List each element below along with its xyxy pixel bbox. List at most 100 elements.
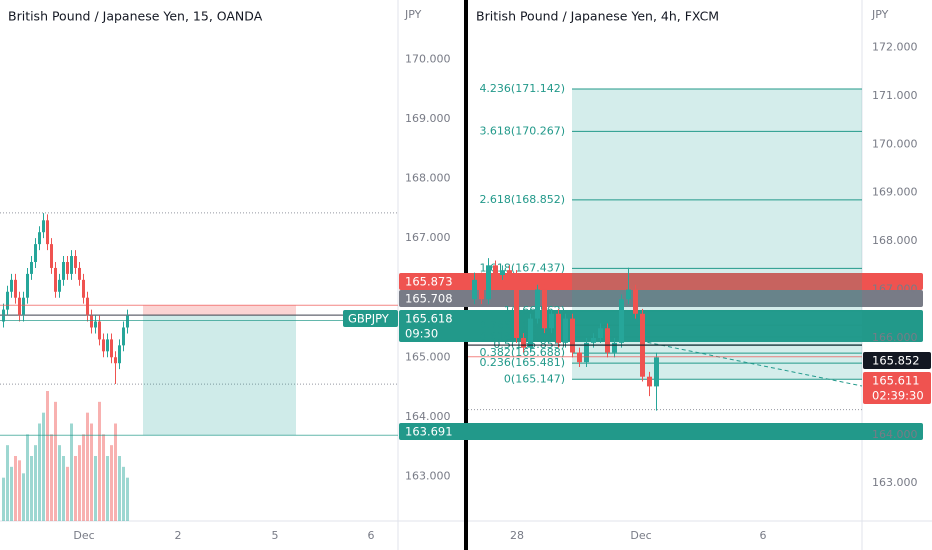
volume-bar [66, 466, 69, 521]
price-label-box [399, 273, 923, 290]
volume-bar [86, 412, 89, 521]
y-tick-label: 170.000 [872, 137, 918, 150]
candle-body [82, 279, 85, 298]
candle-body [30, 261, 33, 274]
candle-body [10, 279, 13, 292]
y-tick-label: 168.000 [872, 234, 918, 247]
candle-body [486, 265, 491, 300]
y-tick-label: 170.000 [405, 53, 451, 66]
y-tick-label: 165.000 [405, 350, 451, 363]
symbol-label: GBPJPY [348, 312, 390, 326]
volume-bar [102, 434, 105, 521]
candle-body [126, 315, 129, 328]
candle-body [54, 267, 57, 292]
candle-body [102, 339, 105, 352]
fib-label: 4.236(171.142) [479, 82, 565, 95]
candle-body [110, 339, 113, 358]
fib-label: 0.618(166.022) [479, 330, 565, 343]
volume-bar [10, 466, 13, 521]
candle-body [479, 279, 484, 300]
countdown: 09:30 [405, 327, 438, 341]
volume-bar [110, 445, 113, 521]
volume-bar [18, 460, 21, 521]
candle-body [70, 256, 73, 274]
candle-body [654, 357, 659, 387]
volume-bar [26, 434, 29, 521]
price-label-box [399, 290, 923, 307]
price-label: 165.852 [872, 354, 920, 368]
candle-body [26, 273, 29, 298]
volume-bar [6, 445, 9, 521]
x-tick-label: 6 [760, 529, 767, 542]
candle-body [66, 261, 69, 274]
chart-title: British Pound / Japanese Yen, 15, OANDA [8, 9, 263, 24]
candle-body [514, 275, 519, 338]
x-tick-label: 5 [272, 529, 279, 542]
candle-body [563, 318, 568, 343]
volume-bar [74, 456, 77, 521]
fib-label: 1.618(167.437) [479, 261, 565, 274]
volume-bar [70, 423, 73, 521]
y-tick-label: 164.000 [405, 410, 451, 423]
candle-body [46, 220, 49, 245]
y-tick-label: 167.000 [872, 283, 918, 296]
y-tick-label: 168.000 [405, 172, 451, 185]
candle-body [86, 297, 89, 316]
x-tick-label: 6 [368, 529, 375, 542]
candle-body [535, 289, 540, 319]
candle-body [584, 342, 589, 363]
volume-bar [114, 423, 117, 521]
volume-bar [78, 445, 81, 521]
volume-bar [50, 434, 53, 521]
candle-body [605, 328, 610, 353]
candle-body [50, 244, 53, 268]
candle-body [612, 342, 617, 353]
candle-body [591, 337, 596, 343]
candle-body [74, 256, 77, 268]
candle-body [556, 313, 561, 343]
price-label: 165.708 [405, 292, 453, 306]
candle-body [598, 328, 603, 338]
candle-body [118, 345, 121, 364]
volume-bar [14, 456, 17, 521]
volume-bar [46, 391, 49, 521]
candle-body [98, 321, 101, 340]
candle-body [58, 279, 61, 292]
volume-bar [98, 401, 101, 521]
fib-label: 0.382(165.688) [479, 346, 565, 359]
y-tick-label: 169.000 [405, 112, 451, 125]
candle-body [500, 270, 505, 276]
axis-unit: JPY [404, 8, 422, 21]
candle-body [647, 376, 652, 387]
volume-bar [54, 401, 57, 521]
y-tick-label: 169.000 [872, 186, 918, 199]
candle-body [42, 220, 45, 233]
y-tick-label: 171.000 [872, 89, 918, 102]
price-label: 163.691 [405, 425, 453, 439]
x-tick-label: Dec [73, 529, 94, 542]
volume-bar [30, 456, 33, 521]
volume-bar [34, 445, 37, 521]
candle-body [626, 289, 631, 300]
volume-bar [38, 423, 41, 521]
price-label: 165.618 [405, 312, 453, 326]
y-tick-label: 163.000 [405, 469, 451, 482]
candle-body [472, 279, 477, 300]
candle-body [493, 265, 498, 276]
volume-bar [106, 456, 109, 521]
candle-body [62, 261, 65, 280]
candle-body [521, 337, 526, 348]
candle-body [549, 313, 554, 329]
candle-body [34, 244, 37, 262]
candle-body [22, 297, 25, 316]
fib-label: 2.618(168.852) [479, 193, 565, 206]
candle-body [6, 291, 9, 310]
fib-label: 0.236(165.481) [479, 356, 565, 369]
price-label-box [399, 423, 923, 440]
y-tick-label: 167.000 [405, 231, 451, 244]
candle-body [570, 318, 575, 353]
candle-body [114, 357, 117, 364]
y-tick-label: 164.000 [872, 428, 918, 441]
price-label-box [863, 372, 931, 404]
stop-zone [143, 305, 296, 316]
